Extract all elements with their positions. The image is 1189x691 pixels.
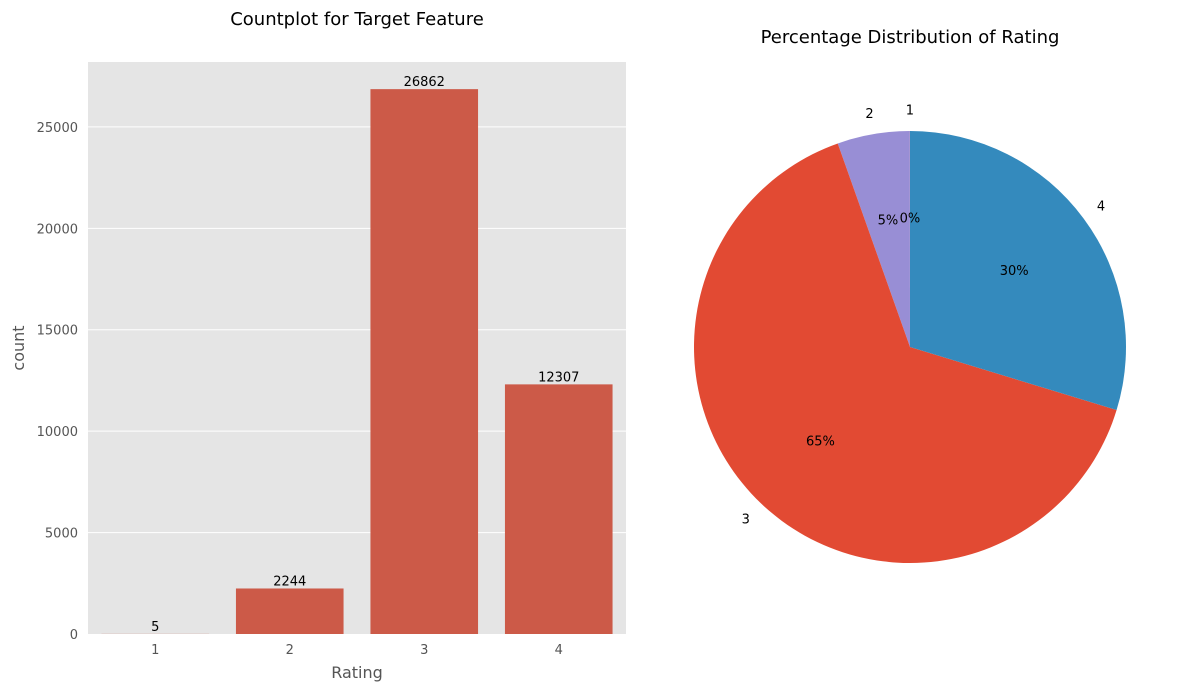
bar-data-label: 5: [151, 620, 159, 635]
pie-wedges: [694, 131, 1126, 563]
pie-category-label: 4: [1097, 200, 1105, 215]
pie-category-label: 1: [906, 103, 914, 118]
bar-data-label: 2244: [273, 574, 306, 589]
pie-percent-label: 30%: [1000, 264, 1029, 279]
y-tick-label: 15000: [37, 324, 78, 339]
pie-category-label: 2: [865, 107, 873, 122]
y-tick-label: 5000: [45, 527, 78, 542]
y-tick-label: 0: [70, 628, 78, 643]
bar-data-label: 26862: [404, 75, 445, 90]
pie-percent-labels: 0%5% 65% 30%: [806, 211, 1029, 449]
bar-x-tick-labels: 1 2 3 4: [151, 643, 563, 658]
bar: [235, 588, 344, 634]
y-tick-label: 20000: [37, 222, 78, 237]
pie-wedge: [910, 131, 1126, 411]
x-tick-label: 3: [420, 643, 428, 658]
bar-y-tick-labels: 0 5000 10000 15000 20000 25000: [37, 121, 78, 643]
bar-data-labels: 5 2244 26862 12307: [151, 75, 579, 635]
x-tick-label: 2: [286, 643, 294, 658]
bar: [504, 384, 613, 634]
pie-percent-label: 0%: [900, 211, 921, 226]
pie-labels: 1 2 3 4: [742, 103, 1105, 527]
bar-data-label: 12307: [538, 370, 579, 385]
pie-chart-title: Percentage Distribution of Rating: [761, 27, 1060, 48]
pie-percent-label: 5%: [878, 213, 899, 228]
bar: [370, 89, 479, 634]
bar-y-axis-label: count: [9, 325, 28, 370]
bar-x-axis-label: Rating: [331, 663, 383, 682]
pie-category-label: 3: [742, 513, 750, 528]
y-tick-label: 10000: [37, 425, 78, 440]
y-tick-label: 25000: [37, 121, 78, 136]
x-tick-label: 4: [555, 643, 563, 658]
bar-chart: Countplot for Target Feature 0 5000 10000 1…: [9, 9, 626, 682]
pie-percent-label: 65%: [806, 435, 835, 450]
bar-series: [101, 89, 613, 634]
bar-chart-title: Countplot for Target Feature: [230, 9, 484, 30]
x-tick-label: 1: [151, 643, 159, 658]
pie-wedge: [837, 131, 910, 347]
pie-wedge: [694, 143, 1117, 563]
pie-chart: Percentage Distribution of Rating 1 2 3 4 0…: [694, 27, 1126, 563]
